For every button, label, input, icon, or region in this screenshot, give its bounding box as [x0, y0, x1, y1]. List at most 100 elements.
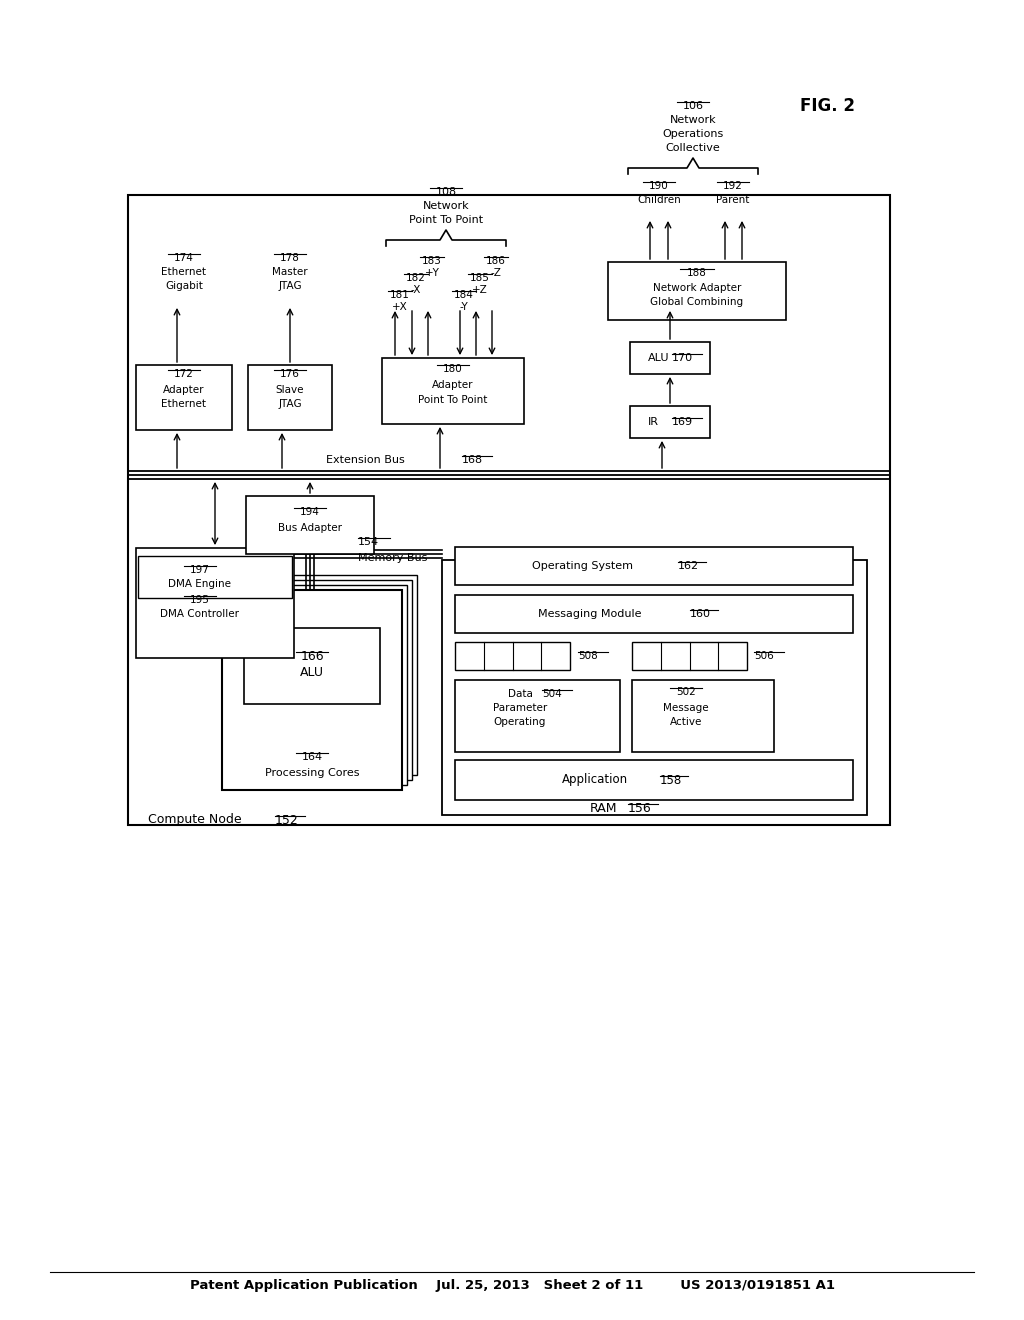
Text: Message: Message [664, 704, 709, 713]
Text: Ethernet: Ethernet [162, 399, 207, 409]
Text: 185: 185 [470, 273, 489, 282]
Bar [632, 642, 746, 671]
Text: DMA Engine: DMA Engine [169, 579, 231, 589]
Text: 508: 508 [578, 651, 598, 661]
Text: ALU: ALU [648, 352, 670, 363]
Text: Adapter: Adapter [432, 380, 474, 389]
Bar [630, 407, 710, 438]
Text: Patent Application Publication    Jul. 25, 2013   Sheet 2 of 11        US 2013/0: Patent Application Publication Jul. 25, … [189, 1279, 835, 1291]
Text: Processing Cores: Processing Cores [265, 768, 359, 777]
Bar [455, 680, 620, 752]
Text: 154: 154 [358, 537, 379, 546]
Bar [138, 556, 292, 598]
Text: 195: 195 [190, 595, 210, 605]
Text: -Z: -Z [490, 268, 502, 279]
Text: -Y: -Y [460, 302, 468, 312]
Text: Global Combining: Global Combining [650, 297, 743, 308]
Text: Application: Application [562, 774, 628, 787]
Text: Ethernet: Ethernet [162, 267, 207, 277]
Bar [455, 595, 853, 634]
Text: 106: 106 [683, 102, 703, 111]
Text: -X: -X [411, 285, 421, 294]
Text: Gigabit: Gigabit [165, 281, 203, 290]
Bar [632, 680, 774, 752]
Text: 502: 502 [676, 686, 696, 697]
Text: ALU: ALU [300, 665, 324, 678]
Bar [630, 342, 710, 374]
Text: Point To Point: Point To Point [409, 215, 483, 224]
Bar [128, 195, 890, 825]
Text: Network: Network [423, 201, 469, 211]
Text: 192: 192 [723, 181, 743, 191]
Text: 182: 182 [407, 273, 426, 282]
Text: Collective: Collective [666, 143, 720, 153]
Text: 168: 168 [462, 455, 483, 465]
Bar [232, 579, 412, 780]
Text: 180: 180 [443, 364, 463, 374]
Text: 506: 506 [754, 651, 774, 661]
Text: Network Adapter: Network Adapter [653, 282, 741, 293]
Text: Parent: Parent [717, 195, 750, 205]
Text: Children: Children [637, 195, 681, 205]
Bar [248, 366, 332, 430]
Text: Network: Network [670, 115, 717, 125]
Text: 178: 178 [280, 253, 300, 263]
Text: DMA Controller: DMA Controller [161, 609, 240, 619]
Bar [455, 760, 853, 800]
Bar [608, 261, 786, 319]
Text: Extension Bus: Extension Bus [326, 455, 404, 465]
Bar [227, 585, 407, 785]
Bar [455, 642, 570, 671]
Text: Point To Point: Point To Point [419, 395, 487, 405]
Bar [246, 496, 374, 554]
Text: +Z: +Z [472, 285, 487, 294]
Text: 181: 181 [390, 290, 410, 300]
Bar [237, 576, 417, 775]
Text: 176: 176 [280, 370, 300, 379]
Bar [244, 628, 380, 704]
Text: 108: 108 [435, 187, 457, 197]
Text: Operating: Operating [494, 717, 546, 727]
Text: 186: 186 [486, 256, 506, 267]
Text: JTAG: JTAG [279, 399, 302, 409]
Text: Compute Node: Compute Node [148, 813, 242, 826]
Text: Data: Data [508, 689, 532, 700]
Bar [382, 358, 524, 424]
Text: 504: 504 [542, 689, 562, 700]
Text: 172: 172 [174, 370, 194, 379]
Bar [455, 546, 853, 585]
Bar [222, 590, 402, 789]
Text: 183: 183 [422, 256, 442, 267]
Bar [136, 366, 232, 430]
Bar [136, 548, 294, 657]
Text: 156: 156 [628, 801, 651, 814]
Text: RAM: RAM [590, 801, 617, 814]
Text: Parameter: Parameter [493, 704, 547, 713]
Text: Memory Bus: Memory Bus [358, 553, 427, 564]
Text: 169: 169 [672, 417, 693, 426]
Text: 188: 188 [687, 268, 707, 279]
Text: +X: +X [392, 302, 408, 312]
Text: 190: 190 [649, 181, 669, 191]
Text: +Y: +Y [425, 268, 439, 279]
Text: 162: 162 [678, 561, 699, 572]
Text: 160: 160 [690, 609, 711, 619]
Text: FIG. 2: FIG. 2 [801, 96, 855, 115]
Text: 194: 194 [300, 507, 319, 517]
Text: 164: 164 [301, 752, 323, 762]
Text: 197: 197 [190, 565, 210, 576]
Text: 184: 184 [454, 290, 474, 300]
Text: 158: 158 [660, 774, 682, 787]
Text: Adapter: Adapter [163, 385, 205, 395]
Text: JTAG: JTAG [279, 281, 302, 290]
Text: Active: Active [670, 717, 702, 727]
Text: Slave: Slave [275, 385, 304, 395]
Text: 174: 174 [174, 253, 194, 263]
Bar [442, 560, 867, 814]
Text: 170: 170 [672, 352, 693, 363]
Text: IR: IR [648, 417, 659, 426]
Text: 166: 166 [300, 649, 324, 663]
Text: Bus Adapter: Bus Adapter [278, 523, 342, 533]
Text: Master: Master [272, 267, 308, 277]
Text: Operating System: Operating System [531, 561, 633, 572]
